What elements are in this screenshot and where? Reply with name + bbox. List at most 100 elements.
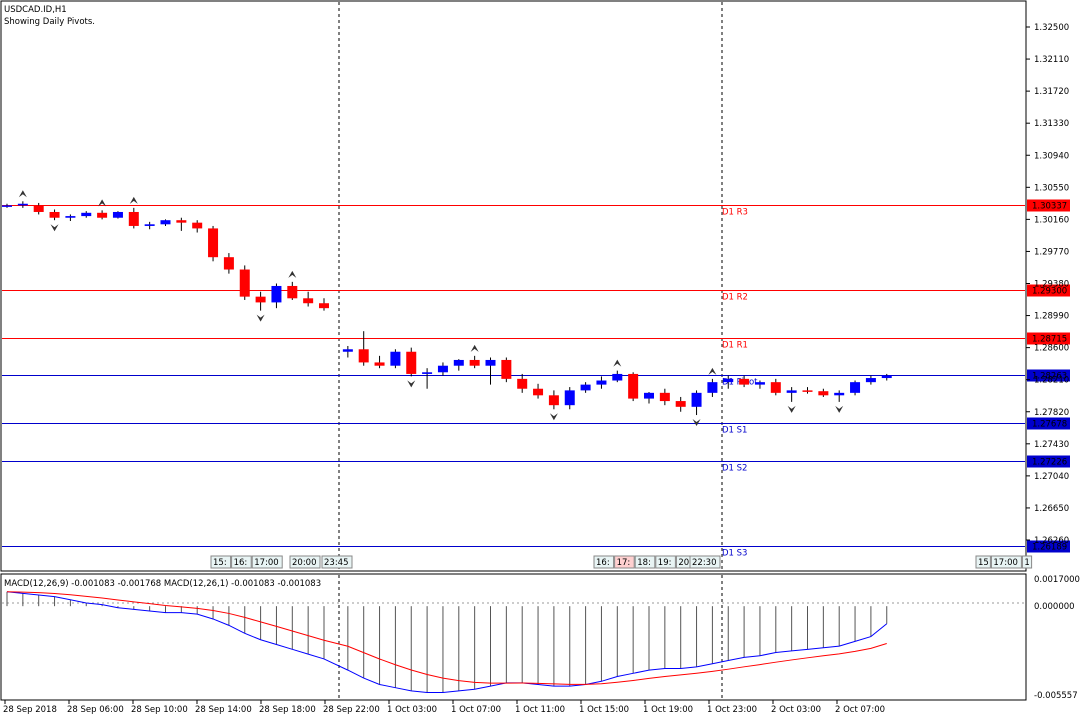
session-box: [210, 555, 232, 569]
session-box: [975, 555, 991, 569]
pivot-label: D1 R3: [722, 208, 748, 218]
candle-body: [422, 372, 433, 374]
candle-body: [453, 359, 464, 366]
macd-title: MACD(12,26,9) -0.001083 -0.001768 MACD(1…: [4, 579, 321, 589]
price-tick-label: 1.26650: [1034, 504, 1069, 514]
grid: [2, 2, 1025, 699]
pivot-value-badge: [1027, 199, 1070, 212]
price-tick-label: 1.28990: [1034, 312, 1069, 322]
macd-line: [6, 591, 888, 693]
time-label: 28 Sep 18:00: [259, 705, 316, 715]
fractal-up-icon: [288, 270, 297, 278]
symbol-title: USDCAD.ID,H1: [4, 5, 67, 15]
session-label: 16:: [234, 558, 248, 568]
pivot-value: 1.29300: [1032, 287, 1067, 297]
fractal-up-icon: [129, 196, 138, 204]
time-label: 28 Sep 2018: [3, 705, 57, 715]
pivot-label: D1 R2: [722, 293, 748, 303]
time-label: 1 Oct 07:00: [451, 705, 501, 715]
candle-body: [659, 392, 670, 402]
candles: [2, 201, 892, 416]
session-label: 20:00: [292, 558, 317, 568]
candle-body: [628, 373, 639, 399]
main-plot-frame: [0, 0, 1027, 572]
candle-body: [548, 395, 559, 406]
fractal-down-icon: [50, 224, 59, 232]
pivot-value: 1.30337: [1032, 202, 1067, 212]
pivot-value-badge: [1027, 284, 1070, 297]
session-label: 18:: [637, 558, 651, 568]
candle-body: [802, 390, 813, 392]
session-box: [990, 555, 1022, 569]
macd-panel-frame: [0, 573, 1027, 701]
pivot-value-badge: [1027, 455, 1070, 468]
time-label: 28 Sep 22:00: [323, 705, 380, 715]
time-axis: 28 Sep 2018 28 Sep 06:00 28 Sep 10:00 28 Se…: [3, 700, 885, 715]
candle-body: [723, 378, 734, 383]
candle-body: [49, 211, 60, 218]
time-label: 2 Oct 07:00: [835, 705, 885, 715]
price-tick-label: 1.30940: [1034, 151, 1069, 161]
candle-body: [834, 392, 845, 396]
candle-body: [81, 212, 92, 217]
candle-body: [850, 382, 861, 393]
candle-body: [865, 378, 876, 383]
fractal-down-icon: [407, 380, 416, 388]
session-box: [655, 555, 676, 569]
fractal-markers: [18, 190, 844, 427]
pivot-value: 1.28715: [1032, 335, 1067, 345]
price-tick-label: 1.30160: [1034, 215, 1069, 225]
fractal-up-icon: [708, 367, 717, 375]
session-box: [593, 555, 615, 569]
pivot-value: 1.28263: [1032, 372, 1067, 382]
price-tick-label: 1.30550: [1034, 183, 1069, 193]
time-label: 1 Oct 23:00: [707, 705, 757, 715]
session-label: 23:45: [324, 558, 349, 568]
session-box: [689, 555, 721, 569]
price-tick-label: 1.29380: [1034, 280, 1069, 290]
candle-body: [707, 382, 718, 393]
pivot-label: D1 S2: [722, 464, 747, 474]
price-tick-label: 1.26260: [1034, 536, 1069, 546]
session-label: 17:00: [993, 558, 1018, 568]
session-box: [614, 555, 635, 569]
pivot-value-badge: [1027, 369, 1070, 382]
session-box: [634, 555, 656, 569]
session-box: [251, 555, 283, 569]
candle-body: [271, 285, 282, 303]
price-tick-label: 1.32110: [1034, 55, 1069, 65]
candle-body: [390, 351, 401, 366]
time-label: 28 Sep 10:00: [131, 705, 188, 715]
session-label: 15: [978, 558, 989, 568]
price-tick-label: 1.27040: [1034, 472, 1069, 482]
candle-body: [754, 382, 765, 385]
time-label: 1 Oct 03:00: [387, 705, 437, 715]
candle-body: [770, 382, 781, 393]
candle-body: [469, 359, 480, 366]
session-box: [321, 555, 353, 569]
candle-body: [192, 222, 203, 229]
price-tick-label: 1.32500: [1034, 23, 1069, 33]
pivot-value: 1.27226: [1032, 458, 1067, 468]
pivot-value-badge: [1027, 332, 1070, 345]
candle-body: [358, 349, 369, 363]
candle-body: [818, 391, 829, 396]
candle-body: [644, 392, 654, 399]
price-tick-label: 1.29770: [1034, 247, 1069, 257]
fractal-down-icon: [256, 314, 265, 322]
time-label: 28 Sep 14:00: [195, 705, 252, 715]
candle-body: [255, 296, 266, 303]
pivot-value-badge: [1027, 540, 1070, 553]
fractal-up-icon: [470, 344, 479, 352]
session-label: 17:: [617, 558, 631, 568]
candle-body: [239, 269, 250, 297]
session-labels: 15:16:17:0020:0023:4516:17:18:19:20:0022…: [210, 555, 1033, 569]
candle-body: [533, 388, 544, 396]
candle-body: [112, 211, 123, 218]
price-tick-label: 1.28600: [1034, 344, 1069, 354]
session-label: 22:30: [692, 558, 717, 568]
session-label: 19:: [658, 558, 672, 568]
candle-body: [691, 392, 702, 407]
pivot-value-badge: [1027, 417, 1070, 430]
